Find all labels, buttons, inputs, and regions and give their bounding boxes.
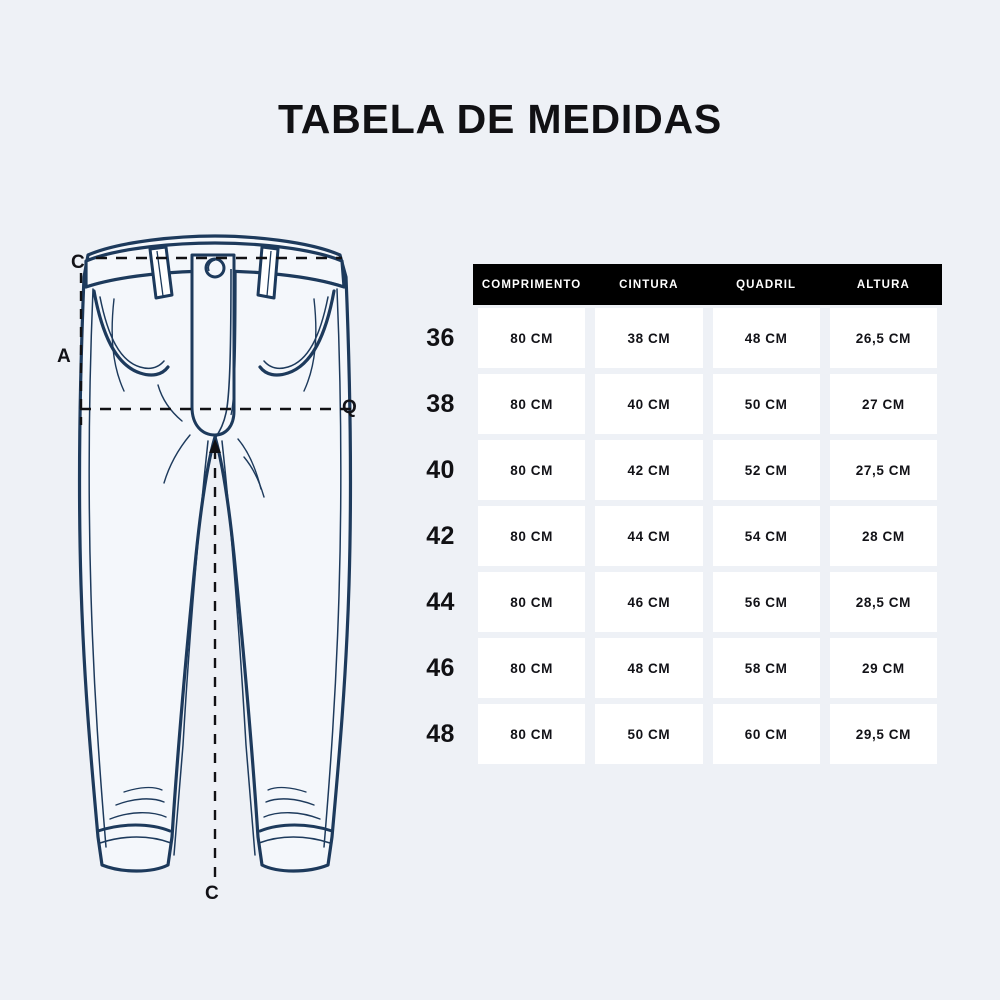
cell-altura: 28,5 CM — [829, 572, 937, 632]
table-row: 38 80 CM 40 CM 50 CM 27 CM — [408, 371, 942, 437]
fly-stitch — [214, 268, 232, 440]
fly-placket — [190, 253, 236, 437]
table-row: 42 80 CM 44 CM 54 CM 28 CM — [408, 503, 942, 569]
row-size-label: 38 — [426, 389, 455, 418]
cell-cintura: 42 CM — [595, 440, 703, 500]
cell-comprimento: 80 CM — [478, 638, 586, 698]
dim-label-c-top: C — [71, 252, 85, 273]
table-row: 40 80 CM 42 CM 52 CM 27,5 CM — [408, 437, 942, 503]
cell-altura: 29 CM — [829, 638, 937, 698]
cell-quadril: 56 CM — [712, 572, 820, 632]
table-header-row: COMPRIMENTO CINTURA QUADRIL ALTURA — [473, 264, 942, 305]
pants-illustration — [40, 225, 390, 925]
cell-altura: 26,5 CM — [829, 308, 937, 368]
belt-loop-left — [148, 245, 174, 300]
cell-comprimento: 80 CM — [478, 572, 586, 632]
dim-arrow-up-icon — [209, 439, 221, 453]
row-size-label: 40 — [426, 455, 455, 484]
cell-cintura: 48 CM — [595, 638, 703, 698]
cell-quadril: 54 CM — [712, 506, 820, 566]
cell-altura: 29,5 CM — [829, 704, 937, 764]
belt-loop-right — [256, 245, 280, 300]
pocket-left — [92, 289, 170, 377]
cell-altura: 27 CM — [829, 374, 937, 434]
cell-quadril: 58 CM — [712, 638, 820, 698]
cuff-right — [258, 823, 334, 833]
cell-comprimento: 80 CM — [478, 704, 586, 764]
cell-cintura: 40 CM — [595, 374, 703, 434]
cell-cintura: 44 CM — [595, 506, 703, 566]
pocket-right — [258, 289, 336, 377]
cell-comprimento: 80 CM — [478, 374, 586, 434]
row-size-label: 36 — [426, 323, 455, 352]
cell-quadril: 60 CM — [712, 704, 820, 764]
column-header-quadril: QUADRIL — [736, 278, 797, 291]
cell-quadril: 52 CM — [712, 440, 820, 500]
page-title: TABELA DE MEDIDAS — [277, 96, 723, 142]
cell-altura: 28 CM — [829, 506, 937, 566]
row-size-label: 42 — [426, 521, 455, 550]
row-size-label: 48 — [426, 719, 455, 748]
table-row: 48 80 CM 50 CM 60 CM 29,5 CM — [408, 701, 942, 767]
row-size-label: 44 — [426, 587, 455, 616]
table-row: 46 80 CM 48 CM 58 CM 29 CM — [408, 635, 942, 701]
dim-label-q: Q — [342, 397, 357, 418]
column-header-cintura: CINTURA — [619, 278, 679, 291]
cell-quadril: 48 CM — [712, 308, 820, 368]
dim-label-c-bottom: C — [205, 883, 219, 904]
cell-cintura: 46 CM — [595, 572, 703, 632]
cell-comprimento: 80 CM — [478, 440, 586, 500]
table-row: 36 80 CM 38 CM 48 CM 26,5 CM — [408, 305, 942, 371]
cell-comprimento: 80 CM — [478, 506, 586, 566]
cell-comprimento: 80 CM — [478, 308, 586, 368]
cell-cintura: 38 CM — [595, 308, 703, 368]
table-row: 44 80 CM 46 CM 56 CM 28,5 CM — [408, 569, 942, 635]
cuff-left — [96, 823, 172, 833]
column-header-comprimento: COMPRIMENTO — [481, 278, 582, 291]
cell-altura: 27,5 CM — [829, 440, 937, 500]
row-size-label: 46 — [426, 653, 455, 682]
dim-label-a: A — [57, 346, 71, 367]
cell-quadril: 50 CM — [712, 374, 820, 434]
column-header-altura: ALTURA — [856, 278, 910, 291]
cell-cintura: 50 CM — [595, 704, 703, 764]
measurements-table: COMPRIMENTO CINTURA QUADRIL ALTURA 36 80… — [408, 264, 942, 767]
